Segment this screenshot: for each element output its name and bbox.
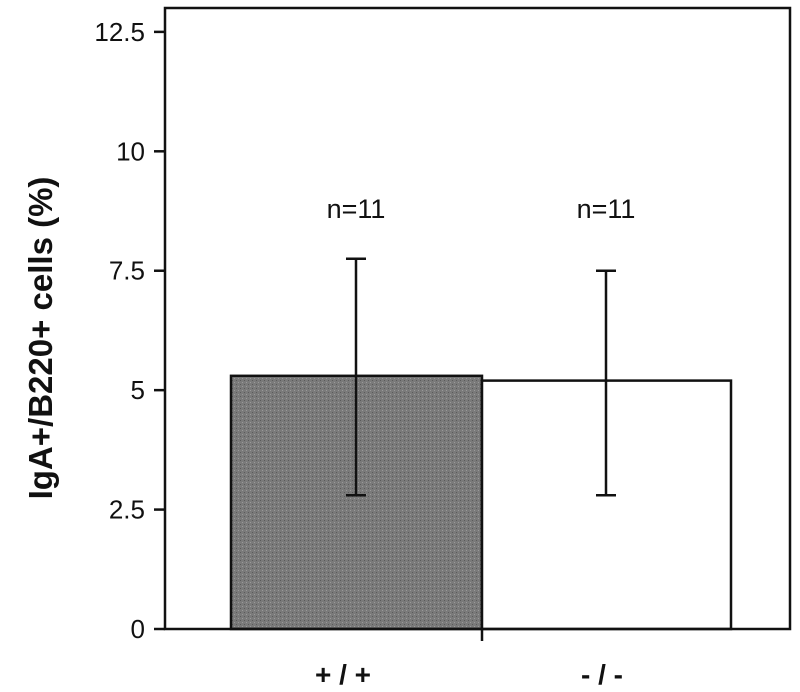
error-bar (346, 257, 366, 497)
error-bar (596, 269, 616, 497)
bars (229, 374, 733, 631)
y-tick-label: 12.5 (94, 17, 145, 47)
y-tick-label: 5 (131, 375, 145, 405)
error-bars (346, 257, 616, 497)
x-tick-label: - / - (581, 659, 623, 690)
y-tick-label: 2.5 (109, 495, 145, 525)
y-tick-label: 0 (131, 614, 145, 644)
sample-size-label: n=11 (327, 194, 386, 224)
annotations: n=11 n=11 (327, 194, 636, 224)
sample-size-label: n=11 (577, 194, 636, 224)
y-tick-label: 10 (116, 136, 145, 166)
y-ticks: 0 2.5 5 7.5 10 12.5 (94, 17, 165, 644)
x-tick-labels: + / + - / - (315, 659, 623, 690)
y-tick-label: 7.5 (109, 256, 145, 286)
y-axis-title: IgA+/B220+ cells (%) (22, 177, 59, 500)
plot-frame (163, 6, 792, 631)
x-tick-label: + / + (315, 659, 371, 690)
